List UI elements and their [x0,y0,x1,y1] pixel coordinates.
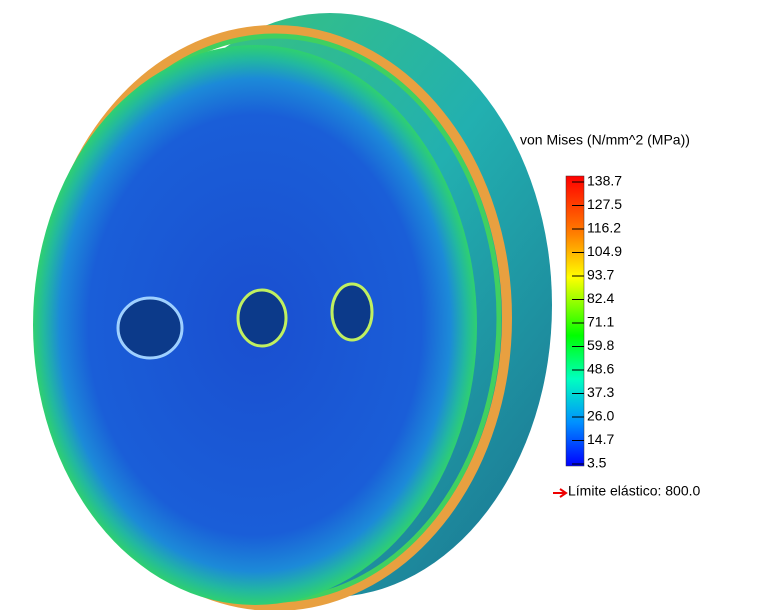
legend-title: von Mises (N/mm^2 (MPa)) [520,132,690,148]
yield-arrow [553,489,566,497]
hole [332,284,372,340]
tick-label: 14.7 [587,431,614,447]
stress-plot: von Mises (N/mm^2 (MPa)) Límite elástico… [0,0,759,610]
tick-label: 104.9 [587,243,622,259]
tick-label: 93.7 [587,267,614,283]
tick-label: 37.3 [587,384,614,400]
tick-label: 82.4 [587,290,614,306]
yield-limit: Límite elástico: 800.0 [568,483,701,499]
tick-label: 71.1 [587,314,614,330]
tick-label: 116.2 [587,220,621,236]
tick-label: 59.8 [587,337,614,353]
hole [118,298,182,358]
color-bar [566,176,584,466]
model [33,13,552,606]
tick-label: 26.0 [587,408,614,424]
tick-label: 138.7 [587,173,622,189]
tick-label: 3.5 [587,455,607,471]
hole [238,290,286,346]
tick-label: 48.6 [587,361,614,377]
tick-label: 127.5 [587,196,622,212]
